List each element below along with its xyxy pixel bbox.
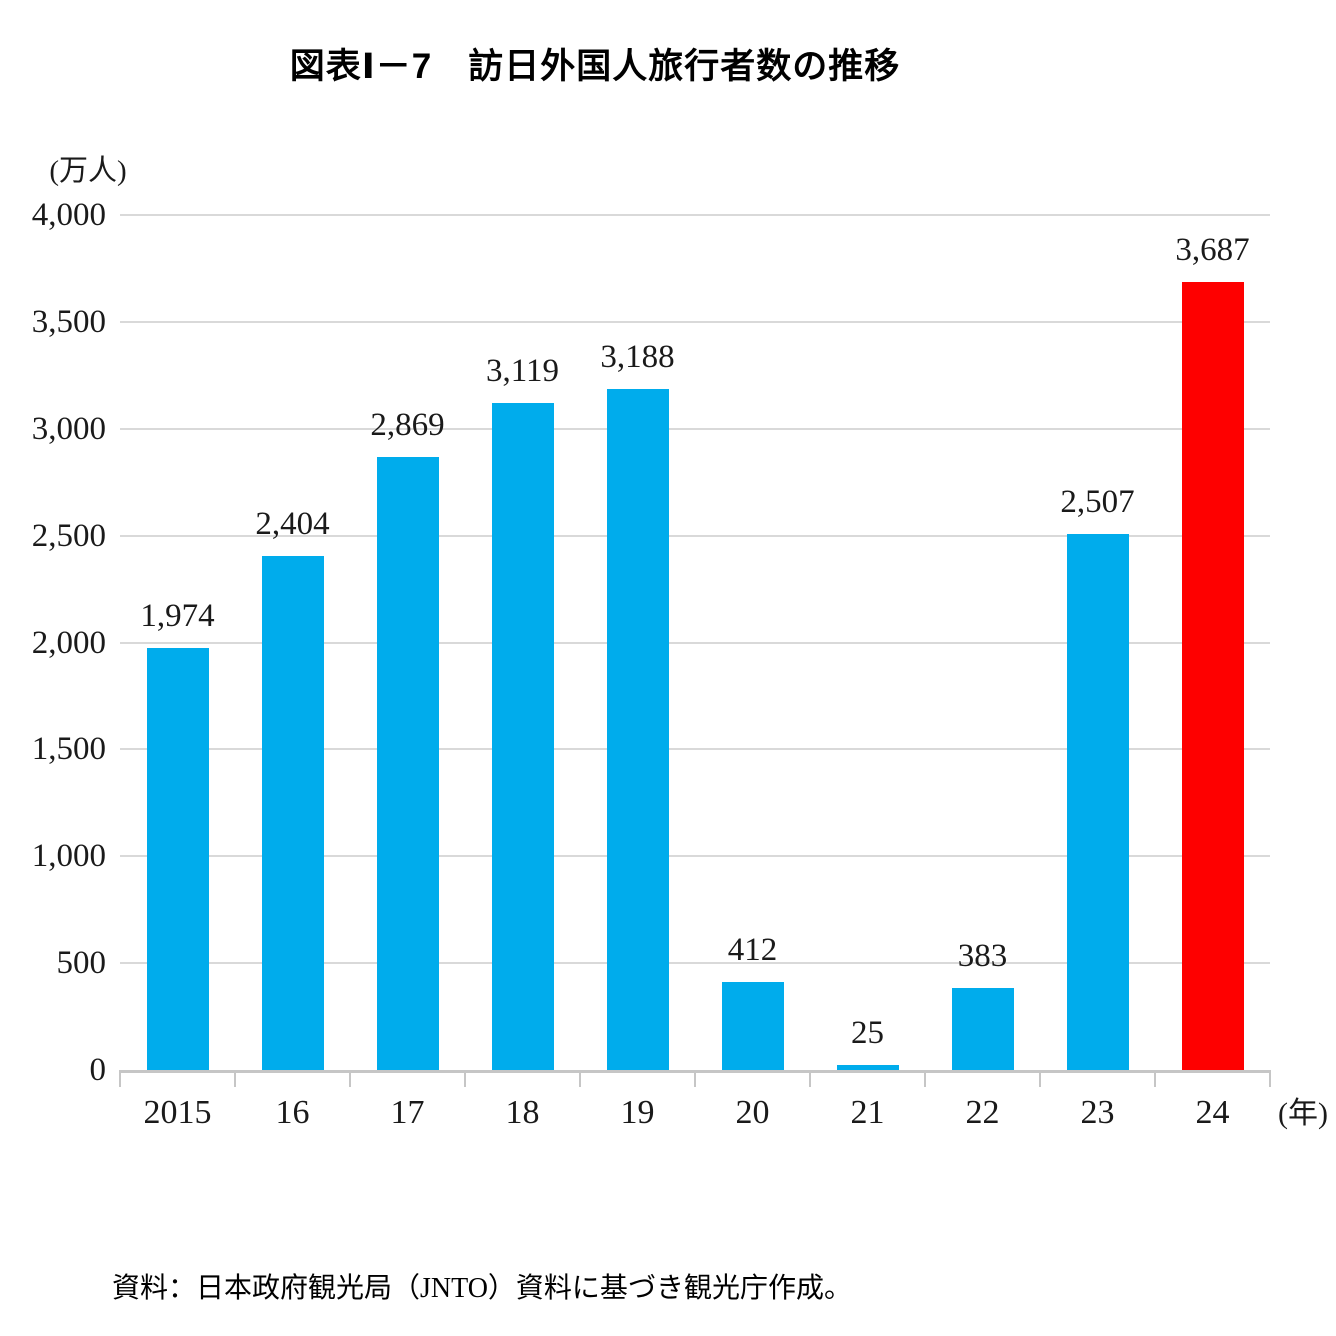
gridline-1000 [120, 855, 1270, 858]
x-axis-labels: 2015 16 17 18 19 20 21 22 23 24 [120, 1093, 1270, 1137]
bar-value-label-21: 25 [851, 1014, 884, 1051]
bar-value-label-18: 3,119 [485, 353, 560, 390]
bar-19 [606, 388, 669, 1070]
bar-24 [1181, 281, 1244, 1070]
bar-20 [721, 981, 784, 1070]
ytick-label-1500: 1,500 [31, 731, 106, 768]
bar-22 [951, 988, 1014, 1070]
xtick-label-17: 17 [390, 1094, 425, 1131]
bar-value-label-22: 383 [957, 938, 1008, 975]
x-axis-tick [464, 1070, 466, 1087]
bar-value-label-2015: 1,974 [140, 598, 215, 635]
bar-17 [376, 456, 439, 1070]
ytick-label-2000: 2,000 [31, 624, 106, 661]
xtick-label-20: 20 [735, 1094, 770, 1131]
gridline-1500 [120, 748, 1270, 751]
ytick-label-1000: 1,000 [31, 838, 106, 875]
bar-value-label-16: 2,404 [255, 506, 330, 543]
bar-2015 [146, 648, 209, 1070]
ytick-label-2500: 2,500 [31, 517, 106, 554]
ytick-label-3000: 3,000 [31, 410, 106, 447]
y-axis-unit-label: (万人) [49, 155, 127, 187]
bar-value-label-23: 2,507 [1060, 484, 1135, 521]
x-axis-tick [349, 1070, 351, 1087]
y-axis-labels: 0 500 1,000 1,500 2,000 2,500 3,000 3,500 4,000 [0, 197, 107, 1088]
x-axis-tick [694, 1070, 696, 1087]
chart-title: 図表Ⅰ－7 訪日外国人旅行者数の推移 [289, 47, 901, 86]
bar-value-label-20: 412 [727, 931, 778, 968]
xtick-label-2015: 2015 [143, 1094, 212, 1131]
xtick-label-19: 19 [620, 1094, 655, 1131]
gridline-2500 [120, 534, 1270, 537]
bar-value-label-24: 3,687 [1175, 231, 1250, 268]
x-axis-tick [1269, 1070, 1271, 1087]
x-axis-tick [234, 1070, 236, 1087]
gridline-2000 [120, 641, 1270, 644]
x-axis-tick [1039, 1070, 1041, 1087]
xtick-label-23: 23 [1080, 1094, 1115, 1131]
xtick-label-22: 22 [965, 1094, 1000, 1131]
ytick-label-3500: 3,500 [31, 303, 106, 340]
gridline-4000 [120, 214, 1270, 216]
bar-23 [1066, 534, 1129, 1070]
xtick-label-16: 16 [275, 1094, 310, 1131]
gridline-3000 [120, 427, 1270, 430]
bar-18 [491, 403, 554, 1070]
x-axis-tick [924, 1070, 926, 1087]
ytick-label-0: 0 [89, 1052, 107, 1088]
gridline-3500 [120, 320, 1270, 323]
source-note: 資料：日本政府観光局（JNTO）資料に基づき観光庁作成。 [112, 1273, 852, 1304]
x-axis-unit-label: (年) [1278, 1097, 1328, 1130]
xtick-label-21: 21 [850, 1094, 885, 1131]
x-axis-tick [809, 1070, 811, 1087]
x-axis-tick [119, 1070, 121, 1087]
x-axis-tick [579, 1070, 581, 1087]
xtick-label-24: 24 [1195, 1094, 1230, 1131]
bar-value-label-19: 3,188 [600, 338, 675, 375]
ytick-label-500: 500 [56, 945, 107, 982]
bar-value-label-17: 2,869 [370, 406, 445, 443]
gridline-500 [120, 962, 1270, 965]
xtick-label-18: 18 [505, 1094, 540, 1131]
ytick-label-4000: 4,000 [31, 197, 106, 233]
bar-16 [261, 556, 324, 1070]
x-axis-tick [1154, 1070, 1156, 1087]
plot-area: 1,974 2,404 2,869 3,119 3,188 412 25 383 2,507 3,… [119, 214, 1271, 1087]
bar-21 [836, 1064, 899, 1070]
